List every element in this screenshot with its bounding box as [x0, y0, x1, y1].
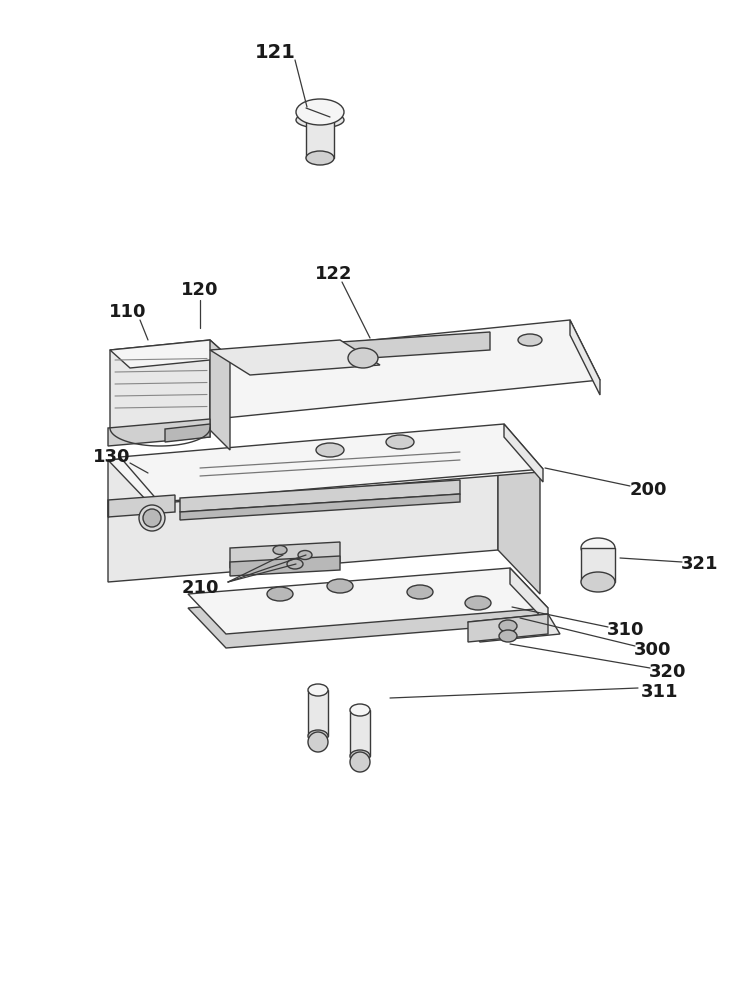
Polygon shape	[570, 320, 600, 395]
Polygon shape	[308, 690, 328, 736]
Polygon shape	[180, 480, 460, 512]
Text: 122: 122	[315, 265, 353, 283]
Polygon shape	[110, 340, 210, 440]
Ellipse shape	[296, 99, 344, 125]
Polygon shape	[498, 428, 540, 594]
Circle shape	[350, 752, 370, 772]
Text: 121: 121	[255, 42, 296, 62]
Ellipse shape	[273, 546, 287, 554]
Polygon shape	[175, 320, 600, 420]
Polygon shape	[210, 340, 230, 450]
Polygon shape	[306, 120, 334, 158]
Ellipse shape	[308, 684, 328, 696]
Ellipse shape	[499, 620, 517, 632]
Ellipse shape	[581, 538, 615, 558]
Text: 320: 320	[649, 663, 687, 681]
Ellipse shape	[350, 750, 370, 762]
Polygon shape	[468, 614, 560, 642]
Ellipse shape	[386, 435, 414, 449]
Polygon shape	[110, 340, 230, 368]
Polygon shape	[165, 424, 210, 442]
Ellipse shape	[499, 630, 517, 642]
Ellipse shape	[350, 704, 370, 716]
Ellipse shape	[465, 596, 491, 610]
Polygon shape	[108, 428, 540, 504]
Polygon shape	[581, 548, 615, 582]
Ellipse shape	[287, 559, 303, 569]
Ellipse shape	[308, 730, 328, 742]
Text: 321: 321	[681, 555, 719, 573]
Polygon shape	[188, 582, 548, 648]
Ellipse shape	[143, 509, 161, 527]
Ellipse shape	[298, 550, 312, 560]
Text: 210: 210	[181, 579, 219, 597]
Text: 120: 120	[181, 281, 219, 299]
Ellipse shape	[518, 334, 542, 346]
Text: 311: 311	[641, 683, 679, 701]
Polygon shape	[120, 424, 543, 502]
Text: 310: 310	[608, 621, 644, 639]
Polygon shape	[108, 428, 498, 582]
Ellipse shape	[407, 585, 433, 599]
Polygon shape	[210, 340, 380, 375]
Polygon shape	[180, 494, 460, 520]
Polygon shape	[108, 419, 210, 446]
Polygon shape	[230, 556, 340, 576]
Polygon shape	[108, 495, 175, 517]
Ellipse shape	[327, 579, 353, 593]
Text: 200: 200	[629, 481, 667, 499]
Ellipse shape	[581, 572, 615, 592]
Ellipse shape	[267, 587, 293, 601]
Polygon shape	[340, 332, 490, 360]
Ellipse shape	[139, 505, 165, 531]
Polygon shape	[510, 568, 548, 624]
Text: 130: 130	[93, 448, 131, 466]
Circle shape	[308, 732, 328, 752]
Ellipse shape	[348, 348, 378, 368]
Polygon shape	[504, 424, 543, 482]
Polygon shape	[350, 710, 370, 756]
Ellipse shape	[306, 151, 334, 165]
Polygon shape	[230, 542, 340, 568]
Ellipse shape	[316, 443, 344, 457]
Text: 300: 300	[634, 641, 672, 659]
Text: 110: 110	[109, 303, 147, 321]
Polygon shape	[188, 568, 548, 634]
Ellipse shape	[296, 112, 344, 128]
Polygon shape	[468, 614, 548, 642]
